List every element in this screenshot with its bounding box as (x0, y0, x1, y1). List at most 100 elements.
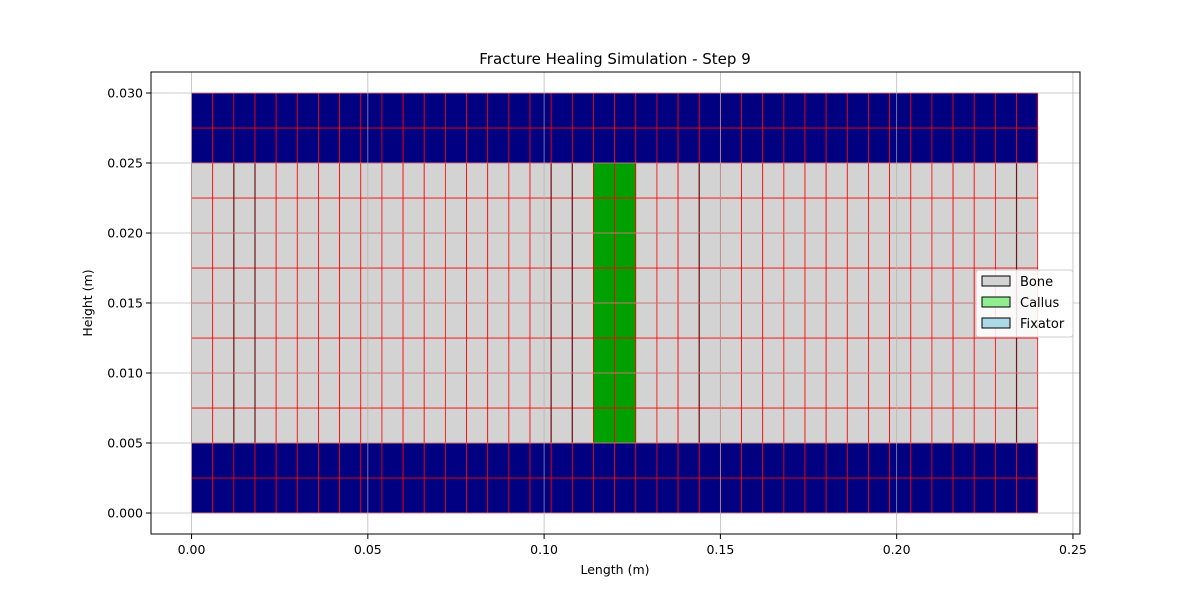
mesh-element-fixator (466, 127, 489, 164)
mesh-element-fixator (529, 127, 552, 164)
mesh-element-bone (296, 232, 319, 269)
mesh-element-fixator (656, 92, 679, 129)
mesh-element-bone (741, 372, 764, 409)
mesh-element-fixator (783, 477, 806, 514)
mesh-element-bone (254, 407, 277, 444)
mesh-element-bone (423, 407, 446, 444)
mesh-element-bone (360, 372, 383, 409)
mesh-element-fixator (444, 442, 467, 479)
mesh-element-bone (233, 232, 256, 269)
mesh-element-fixator (677, 477, 700, 514)
mesh-element-bone (339, 197, 362, 234)
mesh-element-fixator (804, 92, 827, 129)
mesh-element-bone (931, 337, 954, 374)
mesh-element-bone (402, 162, 425, 199)
mesh-element-fixator (1016, 477, 1039, 514)
mesh-element-bone (466, 372, 489, 409)
mesh-element-bone (994, 232, 1017, 269)
mesh-element-fixator (762, 92, 785, 129)
mesh-element-fixator (550, 127, 573, 164)
mesh-element-bone (339, 302, 362, 339)
mesh-element-callus (593, 232, 616, 269)
mesh-element-bone (381, 372, 404, 409)
mesh-element-bone (487, 372, 510, 409)
mesh-element-fixator (233, 92, 256, 129)
mesh-element-fixator (212, 127, 235, 164)
mesh-element-bone (1016, 197, 1039, 234)
mesh-element-bone (212, 372, 235, 409)
mesh-element-fixator (719, 442, 742, 479)
mesh-element-callus (614, 337, 637, 374)
mesh-element-fixator (783, 127, 806, 164)
mesh-element-fixator (593, 477, 616, 514)
mesh-element-fixator (381, 92, 404, 129)
mesh-element-bone (360, 267, 383, 304)
mesh-element-bone (212, 162, 235, 199)
mesh-element-bone (910, 337, 933, 374)
mesh-element-bone (360, 407, 383, 444)
mesh-element-fixator (254, 92, 277, 129)
mesh-element-bone (677, 407, 700, 444)
mesh-element-bone (825, 162, 848, 199)
mesh-element-bone (381, 232, 404, 269)
mesh-element-bone (550, 372, 573, 409)
mesh-element-callus (614, 407, 637, 444)
mesh-element-bone (656, 162, 679, 199)
legend-swatch-fixator (981, 317, 1011, 329)
mesh-element-bone (804, 372, 827, 409)
mesh-element-bone (846, 372, 869, 409)
mesh-element-bone (698, 232, 721, 269)
mesh-element-bone (339, 337, 362, 374)
mesh-element-bone (254, 197, 277, 234)
mesh-element-bone (402, 267, 425, 304)
mesh-element-bone (444, 197, 467, 234)
mesh-element-bone (1016, 162, 1039, 199)
mesh-element-bone (783, 267, 806, 304)
mesh-element-bone (466, 407, 489, 444)
legend: Bone Callus Fixator (975, 269, 1074, 338)
mesh-element-bone (952, 197, 975, 234)
mesh-element-fixator (339, 477, 362, 514)
mesh-element-bone (994, 407, 1017, 444)
mesh-element-fixator (994, 477, 1017, 514)
mesh-element-bone (825, 232, 848, 269)
y-tick-label: 0.030 (107, 86, 143, 101)
mesh-element-fixator (868, 442, 891, 479)
mesh-element-bone (466, 267, 489, 304)
mesh-element-bone (550, 162, 573, 199)
axes-layer: 0.00 0.05 0.10 0.15 0.20 0.25 0.000 0.005 0.010 0… (107, 71, 1087, 557)
mesh-element-bone (762, 302, 785, 339)
mesh-element-bone (677, 162, 700, 199)
mesh-element-fixator (741, 127, 764, 164)
mesh-element-fixator (889, 127, 912, 164)
mesh-element-fixator (571, 92, 594, 129)
mesh-element-bone (677, 267, 700, 304)
mesh-element-fixator (508, 442, 531, 479)
mesh-element-bone (889, 372, 912, 409)
mesh-element-bone (952, 267, 975, 304)
mesh-element-fixator (698, 92, 721, 129)
mesh-element-fixator (423, 477, 446, 514)
mesh-element-bone (889, 337, 912, 374)
mesh-element-bone (719, 232, 742, 269)
mesh-element-bone (360, 197, 383, 234)
mesh-element-fixator (741, 92, 764, 129)
mesh-element-bone (1016, 407, 1039, 444)
mesh-element-bone (868, 302, 891, 339)
mesh-element-fixator (931, 477, 954, 514)
y-tick-label: 0.025 (107, 156, 143, 171)
mesh-element-bone (698, 197, 721, 234)
mesh-element-bone (529, 302, 552, 339)
mesh-element-bone (804, 197, 827, 234)
mesh-element-fixator (466, 92, 489, 129)
mesh-element-bone (339, 162, 362, 199)
mesh-element-bone (719, 302, 742, 339)
mesh-element-fixator (550, 477, 573, 514)
mesh-element-fixator (296, 442, 319, 479)
mesh-element-fixator (931, 92, 954, 129)
mesh-element-bone (550, 302, 573, 339)
mesh-element-bone (635, 372, 658, 409)
mesh-element-bone (677, 232, 700, 269)
mesh-element-fixator (275, 477, 298, 514)
mesh-element-bone (571, 232, 594, 269)
